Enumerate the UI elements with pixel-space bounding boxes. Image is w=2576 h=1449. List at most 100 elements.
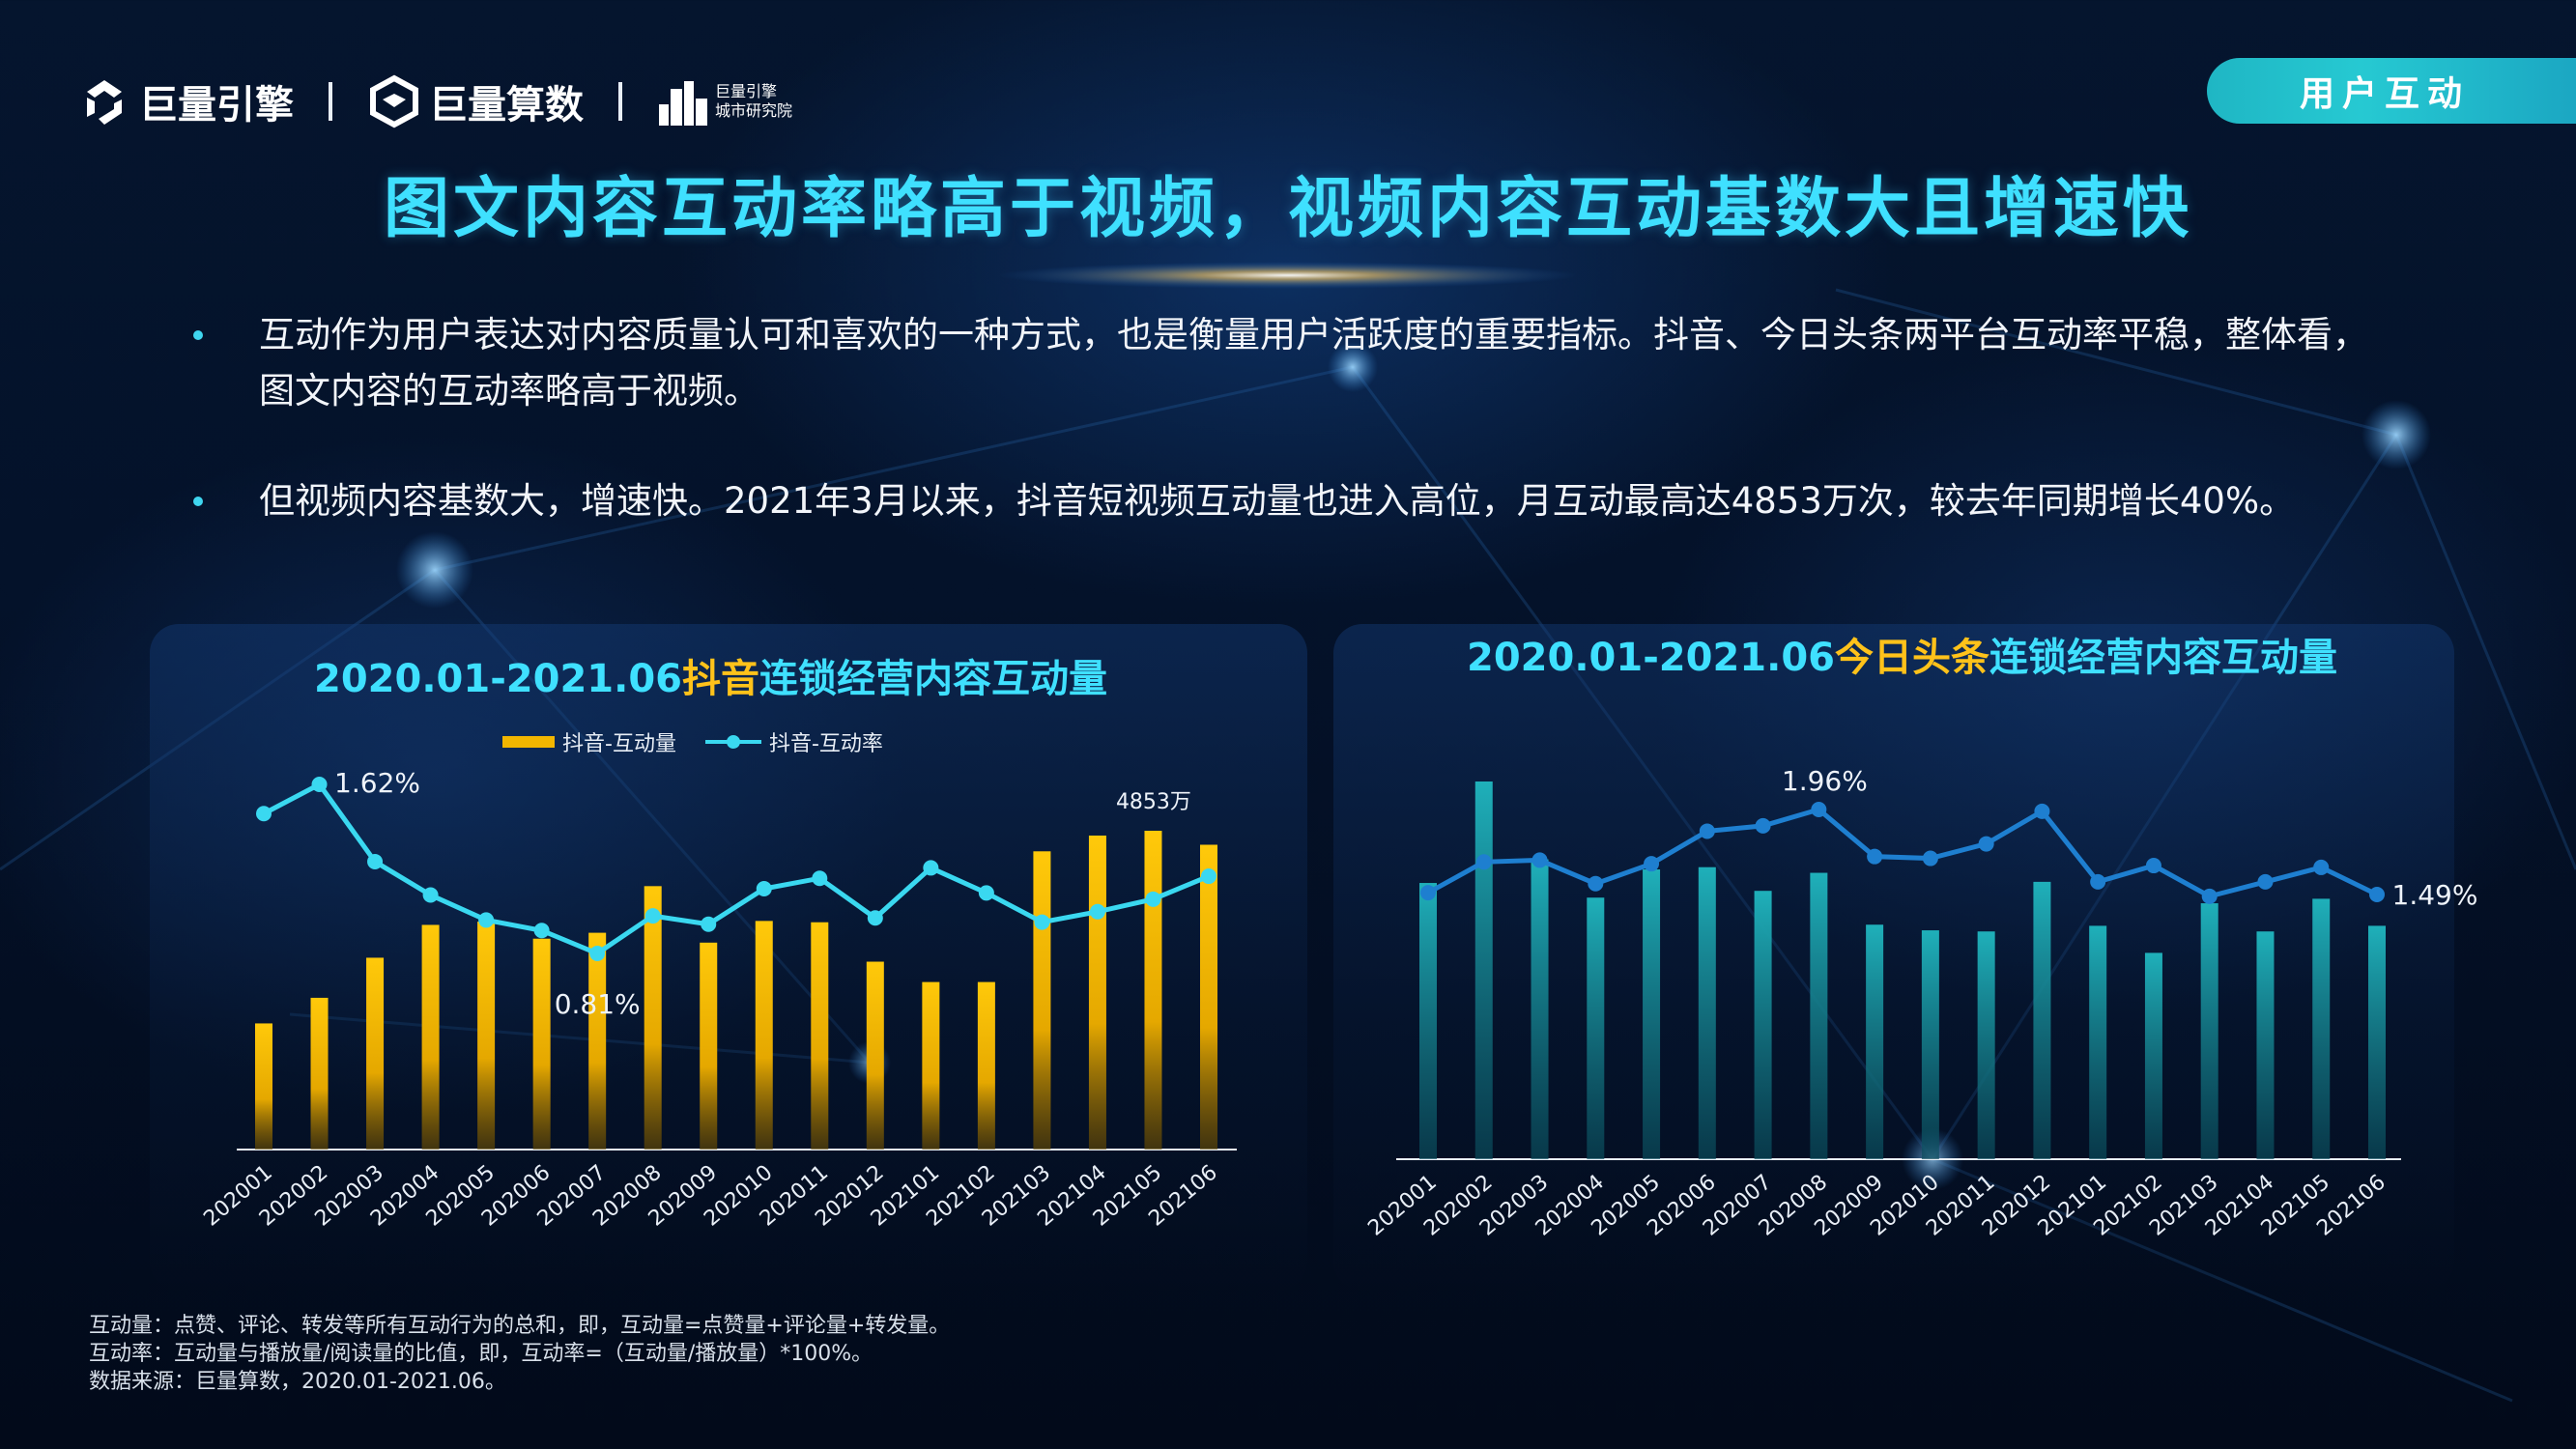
city-buildings-icon bbox=[659, 81, 707, 126]
bar-202004 bbox=[1587, 897, 1605, 1159]
rate-point-202006 bbox=[1699, 823, 1715, 839]
douyin-title-period: 2020.01-2021.06 bbox=[314, 657, 682, 701]
bar-202106 bbox=[1200, 844, 1217, 1150]
rate-point-202009 bbox=[701, 916, 717, 932]
rate-point-202105 bbox=[2313, 859, 2330, 875]
bar-202001 bbox=[255, 1023, 272, 1150]
footnote-line: 互动量：点赞、评论、转发等所有互动行为的总和，即，互动量=点赞量+评论量+转发量… bbox=[89, 1314, 951, 1338]
bar-202102 bbox=[2144, 952, 2162, 1159]
logo3-line2: 城市研究院 bbox=[715, 101, 793, 120]
bar-202012 bbox=[2033, 881, 2051, 1159]
douyin-title-platform: 抖音 bbox=[681, 657, 759, 701]
bullet-text: 互动作为用户表达对内容质量认可和喜欢的一种方式，也是衡量用户活跃度的重要指标。抖… bbox=[259, 314, 2368, 412]
juliang-yinqing-icon bbox=[87, 80, 122, 125]
legend-line-swatch bbox=[704, 735, 761, 749]
bullet-dot-icon bbox=[193, 330, 203, 340]
rate-point-202005 bbox=[1644, 856, 1660, 872]
bar-202002 bbox=[1474, 781, 1493, 1159]
rate-point-202008 bbox=[644, 908, 661, 924]
legend-bar-swatch bbox=[502, 736, 555, 748]
bar-202010 bbox=[755, 921, 773, 1150]
rate-point-202009 bbox=[1867, 848, 1883, 865]
bar-202003 bbox=[366, 957, 385, 1150]
rate-point-202001 bbox=[1420, 885, 1436, 901]
rate-point-202003 bbox=[367, 853, 384, 869]
bullet-item: 互动作为用户表达对内容质量认可和喜欢的一种方式，也是衡量用户活跃度的重要指标。抖… bbox=[193, 307, 2377, 419]
rate-point-202011 bbox=[1978, 836, 1994, 852]
logo3-line1: 巨量引擎 bbox=[715, 82, 778, 100]
bar-202007 bbox=[588, 932, 607, 1150]
logo1-text: 巨量引擎 bbox=[139, 83, 294, 128]
rate-point-202102 bbox=[978, 885, 994, 901]
rate-point-202104 bbox=[1089, 903, 1105, 920]
bullet-item: 但视频内容基数大，增速快。2021年3月以来，抖音短视频互动量也进入高位，月互动… bbox=[193, 473, 2377, 529]
bar-202004 bbox=[421, 924, 440, 1150]
logo2-text: 巨量算数 bbox=[429, 83, 584, 128]
rate-point-202001 bbox=[256, 806, 272, 822]
bar-202011 bbox=[1977, 931, 1995, 1159]
bar-202101 bbox=[2089, 925, 2107, 1159]
rate-point-202004 bbox=[1588, 875, 1604, 892]
rate-point-202002 bbox=[1475, 854, 1492, 870]
bar-202012 bbox=[866, 961, 884, 1150]
bar-202005 bbox=[477, 922, 496, 1150]
section-tag: 用户互动 bbox=[2207, 58, 2576, 124]
legend-volume-label: 抖音-互动量 bbox=[562, 732, 676, 756]
rate-point-202106 bbox=[2369, 887, 2385, 902]
bar-202105 bbox=[1144, 831, 1162, 1150]
douyin-chart-title: 2020.01-2021.06抖音连锁经营内容互动量 bbox=[314, 647, 1107, 703]
rate-point-202106 bbox=[1201, 868, 1216, 885]
rate-point-202101 bbox=[2090, 873, 2106, 890]
logo-separator bbox=[618, 82, 622, 121]
rate-point-202007 bbox=[1755, 817, 1771, 834]
rate-last-label: 1.49% bbox=[2392, 879, 2478, 911]
rate-point-202101 bbox=[923, 860, 939, 876]
bar-202002 bbox=[310, 997, 329, 1150]
bar-202104 bbox=[2256, 931, 2275, 1159]
juliang-suanshu-icon bbox=[370, 74, 418, 128]
rate-point-202103 bbox=[2201, 888, 2218, 904]
bar-202103 bbox=[2200, 903, 2218, 1159]
toutiao-chart-title: 2020.01-2021.06今日头条连锁经营内容互动量 bbox=[1467, 626, 2337, 682]
rate-point-202005 bbox=[478, 912, 495, 928]
douyin-title-subject: 连锁经营内容互动量 bbox=[758, 657, 1107, 701]
douyin-chart-panel bbox=[150, 624, 1307, 1291]
footnote-line: 数据来源：巨量算数，2020.01-2021.06。 bbox=[89, 1370, 506, 1394]
logo-juliang-yinqing: 巨量引擎 bbox=[77, 73, 294, 129]
rate-point-202102 bbox=[2145, 858, 2161, 874]
legend-rate-label: 抖音-互动率 bbox=[768, 732, 883, 756]
bar-202006 bbox=[1698, 867, 1716, 1159]
rate-point-202010 bbox=[756, 881, 772, 897]
footnote-line: 互动率：互动量与播放量/阅读量的比值，即，互动率=（互动量/播放量）*100%。 bbox=[89, 1342, 873, 1366]
rate-point-202004 bbox=[422, 887, 439, 903]
bar-202007 bbox=[1754, 891, 1772, 1159]
bar-202008 bbox=[1810, 872, 1828, 1159]
bar-202001 bbox=[1419, 883, 1437, 1159]
header-logos: 巨量引擎 巨量算数 巨量引擎 城市研究院 bbox=[77, 68, 792, 135]
bar-202005 bbox=[1643, 869, 1661, 1159]
rate-point-202006 bbox=[533, 923, 550, 939]
bar-202009 bbox=[1866, 924, 1884, 1159]
rate-point-202012 bbox=[2034, 803, 2050, 819]
bar-202101 bbox=[922, 981, 940, 1150]
rate-point-202007 bbox=[589, 946, 606, 961]
bar-202008 bbox=[644, 886, 662, 1150]
bullet-list: 互动作为用户表达对内容质量认可和喜欢的一种方式，也是衡量用户活跃度的重要指标。抖… bbox=[193, 307, 2377, 583]
rate-line bbox=[262, 781, 1210, 956]
volume-max-label: 4853万 bbox=[1116, 790, 1191, 814]
rate-point-202008 bbox=[1811, 802, 1827, 817]
bullet-text: 但视频内容基数大，增速快。2021年3月以来，抖音短视频互动量也进入高位，月互动… bbox=[259, 480, 2296, 522]
bar-202011 bbox=[811, 922, 829, 1150]
rate-point-202010 bbox=[1922, 850, 1938, 867]
toutiao-title-period: 2020.01-2021.06 bbox=[1467, 636, 1835, 680]
footnotes: 互动量：点赞、评论、转发等所有互动行为的总和，即，互动量=点赞量+评论量+转发量… bbox=[89, 1312, 950, 1396]
toutiao-title-platform: 今日头条 bbox=[1834, 636, 1989, 680]
title-underline-glow bbox=[998, 262, 1578, 289]
douyin-legend: 抖音-互动量 抖音-互动率 bbox=[502, 726, 912, 757]
rate-max-label: 1.62% bbox=[334, 767, 420, 799]
bar-202010 bbox=[1921, 930, 1939, 1159]
rate-line bbox=[1426, 807, 2379, 899]
bar-202003 bbox=[1531, 859, 1549, 1159]
